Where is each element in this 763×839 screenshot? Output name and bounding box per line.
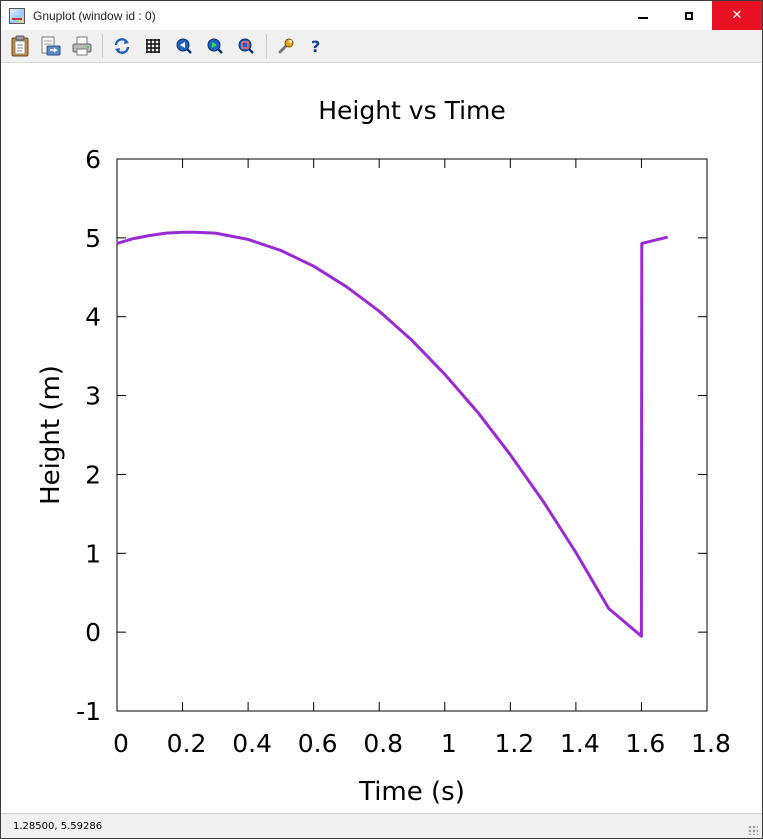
- x-axis-label: Time (s): [358, 777, 465, 807]
- y-tick-labels: -1 0 1 2 3 4 5 6: [76, 145, 101, 726]
- autoscale-icon: [238, 38, 254, 54]
- x-tick-label: 0.8: [363, 729, 403, 758]
- y-tick-label: 5: [85, 224, 101, 253]
- minimize-icon: [638, 16, 648, 19]
- y-tick-label: 4: [85, 303, 101, 332]
- gnuplot-app-icon: [9, 7, 25, 24]
- resize-grip[interactable]: [748, 825, 758, 835]
- refresh-icon: [114, 38, 130, 54]
- export-icon: [41, 36, 61, 56]
- zoom-next-icon: [207, 38, 223, 54]
- printer-icon: [72, 36, 92, 56]
- maximize-button[interactable]: [666, 1, 712, 30]
- zoom-previous-button[interactable]: [171, 33, 197, 59]
- plot-frame: [116, 158, 708, 712]
- x-tick-label: 0.6: [298, 729, 338, 758]
- title-bar[interactable]: Gnuplot (window id : 0) ✕: [1, 1, 762, 30]
- toolbar-separator: [102, 34, 103, 58]
- copy-to-clipboard-button[interactable]: [7, 33, 33, 59]
- close-button[interactable]: ✕: [712, 1, 762, 30]
- x-tick-label: 0: [113, 729, 129, 758]
- minimize-button[interactable]: [620, 1, 666, 30]
- help-button[interactable]: ?: [304, 33, 330, 59]
- toolbar: ?: [1, 30, 762, 63]
- close-icon: ✕: [731, 8, 743, 23]
- y-tick-label: 3: [85, 382, 101, 411]
- series-line-height: [116, 230, 669, 638]
- svg-text:?: ?: [311, 37, 320, 55]
- cursor-coordinates: 1.28500, 5.59286: [13, 820, 103, 832]
- help-icon: ?: [311, 37, 320, 55]
- x-tick-label: 1: [441, 729, 457, 758]
- toggle-grid-button[interactable]: [140, 33, 166, 59]
- axis-ticks: [116, 158, 708, 712]
- y-tick-label: 6: [85, 145, 101, 174]
- x-tick-label: 1.6: [626, 729, 666, 758]
- y-tick-label: 0: [85, 618, 101, 647]
- grid-icon: [146, 39, 160, 53]
- print-button[interactable]: [69, 33, 95, 59]
- x-tick-labels: 0 0.2 0.4 0.6 0.8 1 1.2 1.4 1.6 1.8: [113, 729, 731, 758]
- export-button[interactable]: [38, 33, 64, 59]
- options-button[interactable]: [273, 33, 299, 59]
- chart-title: Height vs Time: [318, 96, 506, 125]
- x-tick-label: 1.2: [494, 729, 534, 758]
- y-tick-label: -1: [76, 697, 101, 726]
- toolbar-separator: [266, 34, 267, 58]
- plot-area[interactable]: Height vs Time 0 0.2 0.4 0.6 0.8 1 1.2 1.4 1.6 1.…: [1, 63, 762, 813]
- wrench-icon: [278, 38, 294, 54]
- maximize-icon: [685, 11, 693, 20]
- x-tick-label: 0.2: [167, 729, 207, 758]
- y-tick-label: 1: [85, 539, 101, 568]
- y-tick-label: 2: [85, 460, 101, 489]
- autoscale-button[interactable]: [233, 33, 259, 59]
- y-axis-label: Height (m): [36, 365, 66, 505]
- window-title: Gnuplot (window id : 0): [33, 8, 156, 23]
- status-bar: 1.28500, 5.59286: [1, 813, 762, 838]
- replot-button[interactable]: [109, 33, 135, 59]
- window-controls: ✕: [620, 1, 762, 30]
- x-tick-label: 1.4: [560, 729, 600, 758]
- x-tick-label: 1.8: [691, 729, 731, 758]
- height-vs-time-chart: Height vs Time 0 0.2 0.4 0.6 0.8 1 1.2 1.4 1.6 1.…: [36, 96, 731, 807]
- zoom-next-button[interactable]: [202, 33, 228, 59]
- x-tick-label: 0.4: [232, 729, 272, 758]
- clipboard-icon: [11, 35, 29, 57]
- zoom-previous-icon: [176, 38, 192, 54]
